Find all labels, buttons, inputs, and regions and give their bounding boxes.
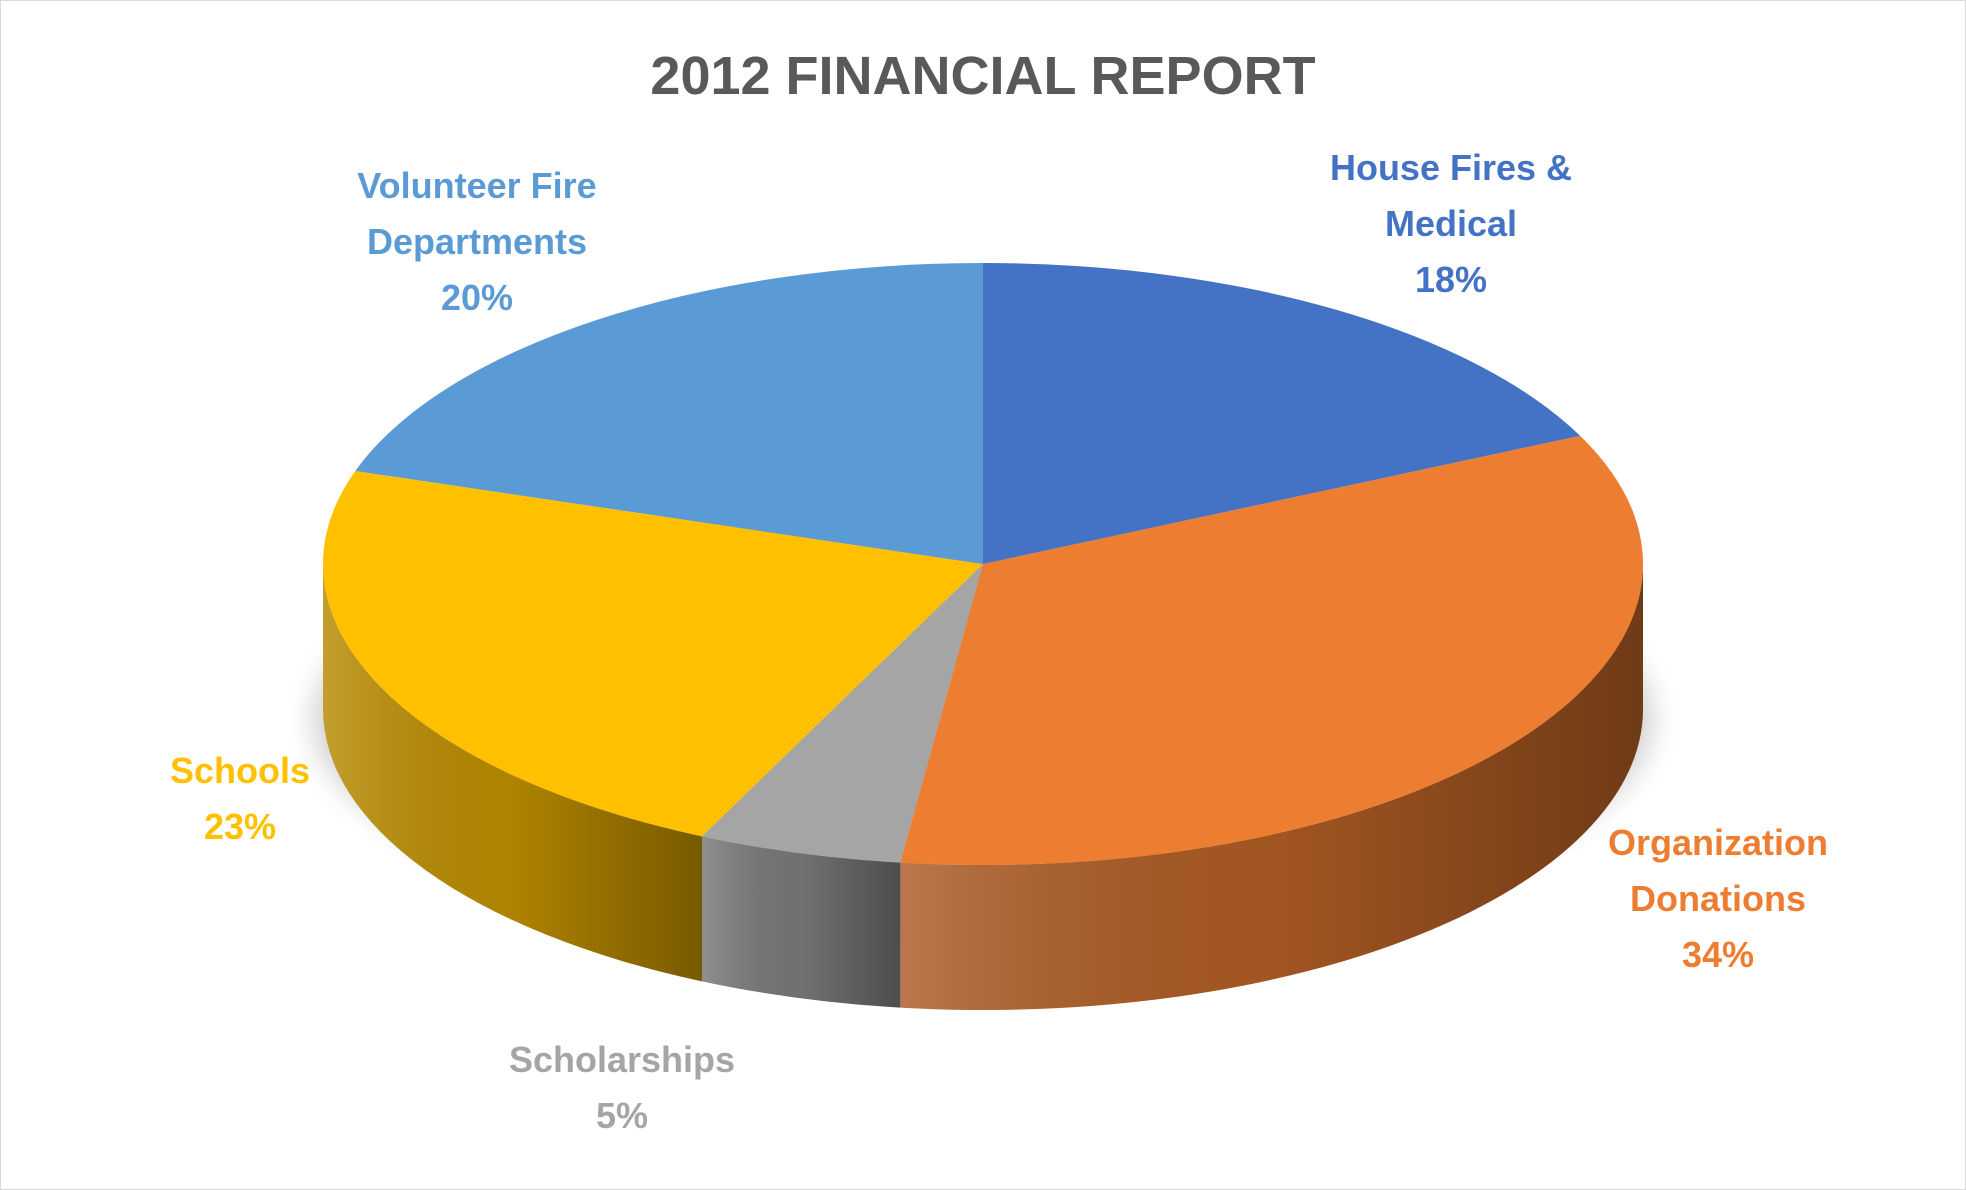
- pie-slice: [900, 435, 1643, 865]
- pie-slice: [701, 564, 983, 863]
- label-name: Volunteer Fire Departments: [357, 165, 597, 262]
- slice-side-shade: [323, 564, 702, 982]
- slice-side-shade: [701, 836, 901, 1008]
- pie-slice: [355, 263, 983, 564]
- data-label: Schools 23%: [75, 743, 405, 855]
- label-value: 18%: [1414, 259, 1488, 300]
- data-label: Organization Donations 34%: [1553, 815, 1883, 983]
- label-name: Organization Donations: [1607, 822, 1828, 919]
- label-value: 5%: [595, 1095, 649, 1136]
- label-name: House Fires & Medical: [1329, 147, 1573, 244]
- slice-side-shade: [900, 564, 1643, 1010]
- label-value: 20%: [440, 277, 514, 318]
- chart-title: 2012 FINANCIAL REPORT: [650, 46, 1316, 106]
- data-label: House Fires & Medical 18%: [1286, 140, 1616, 308]
- label-name: Scholarships: [508, 1039, 736, 1080]
- data-label: Volunteer Fire Departments 20%: [312, 158, 642, 326]
- pie-slice: [983, 263, 1581, 564]
- label-value: 23%: [203, 806, 277, 847]
- pie-slice: [323, 470, 983, 837]
- label-value: 34%: [1681, 934, 1755, 975]
- data-label: Scholarships 5%: [457, 1032, 787, 1144]
- label-name: Schools: [169, 750, 311, 791]
